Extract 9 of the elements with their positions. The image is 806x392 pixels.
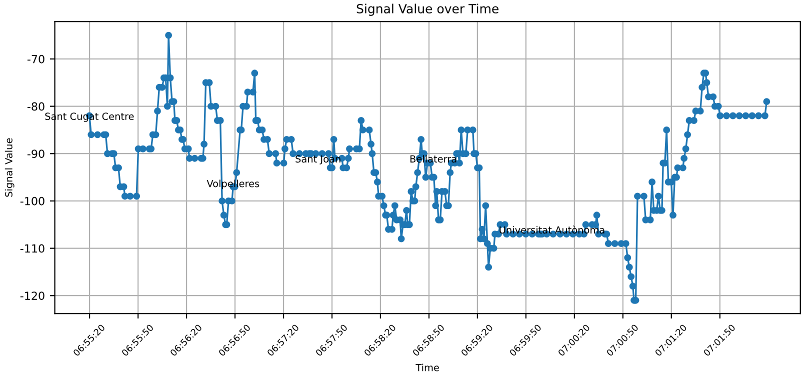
y-tick-label: -120 (20, 292, 44, 300)
y-axis-title: Signal Value (4, 138, 14, 197)
y-tick-label: -70 (27, 54, 44, 64)
chart-title: Signal Value over Time (356, 4, 498, 16)
y-tick-label: -110 (20, 244, 44, 253)
x-axis-title: Time (416, 364, 439, 372)
y-tick-label: -80 (27, 102, 44, 111)
y-tick-label: -100 (20, 196, 44, 206)
y-tick-label: -90 (27, 150, 44, 158)
